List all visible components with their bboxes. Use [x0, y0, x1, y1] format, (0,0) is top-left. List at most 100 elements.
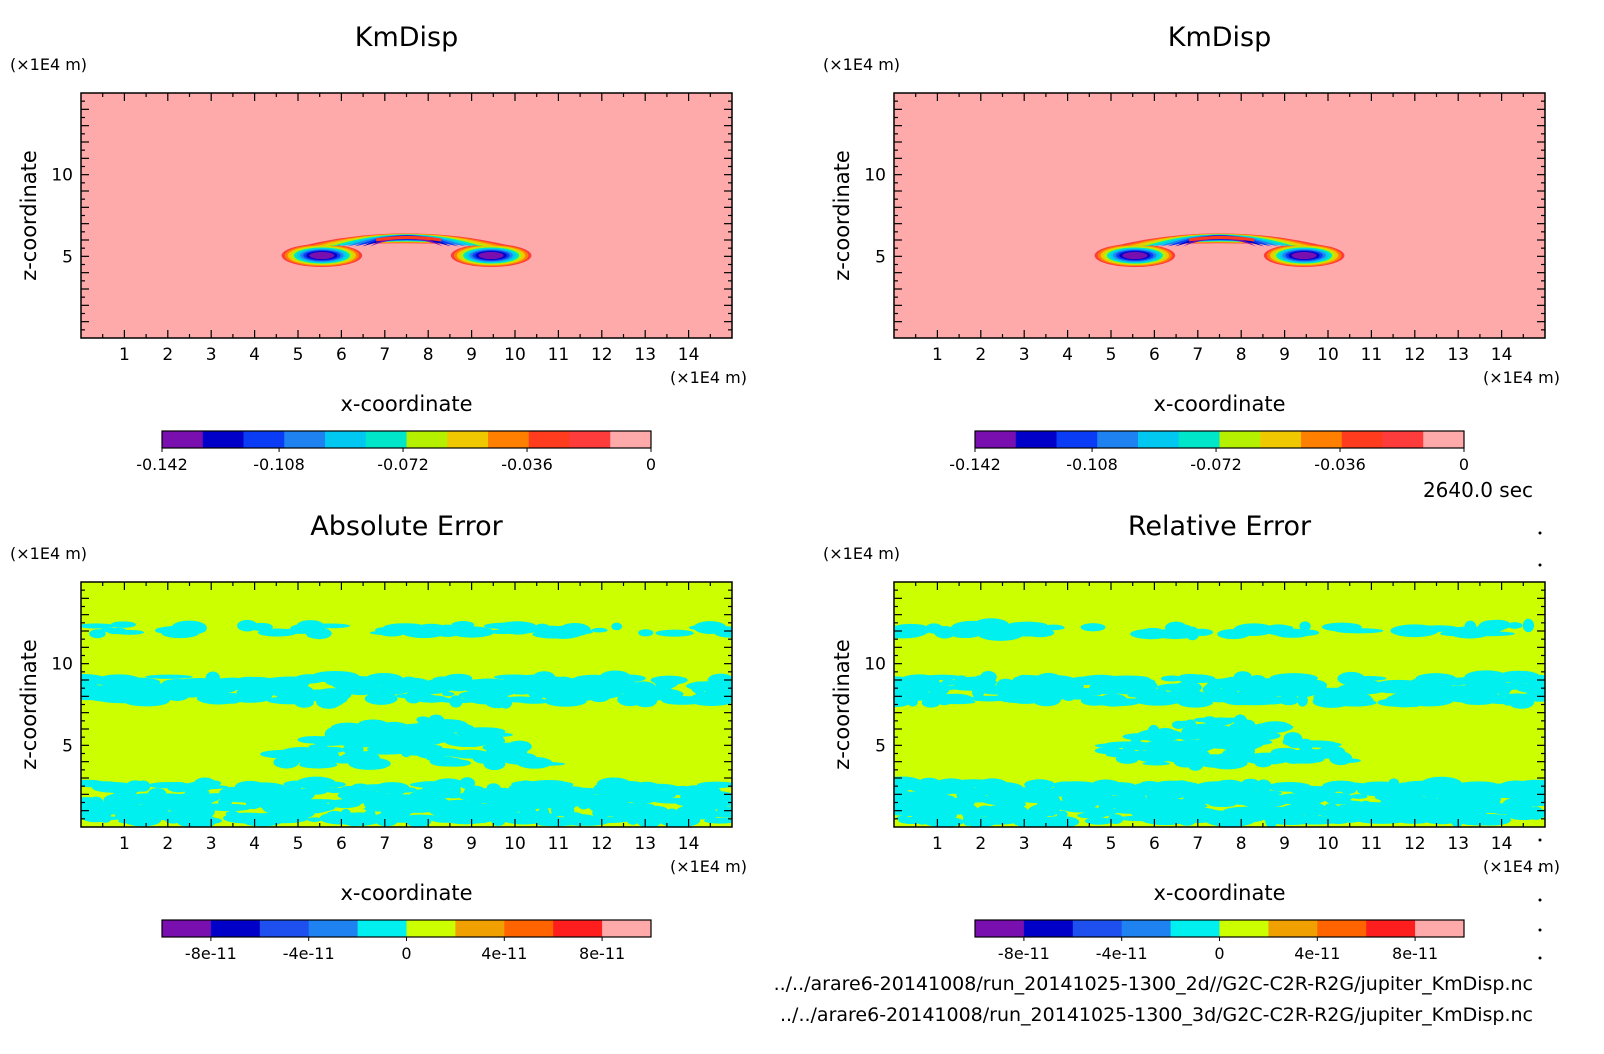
error-patch — [1228, 722, 1254, 735]
error-patch — [85, 801, 109, 809]
error-patch — [894, 811, 932, 816]
colorbar-swatch — [1366, 920, 1416, 937]
error-patch — [1096, 783, 1146, 794]
colorbar-swatch — [455, 920, 505, 937]
error-patch — [258, 689, 298, 694]
y-axis-label: z-coordinate — [830, 150, 854, 281]
error-patch — [1203, 791, 1230, 798]
error-patch — [350, 737, 391, 745]
x-tick-label: 11 — [1361, 345, 1383, 365]
error-patch — [493, 674, 534, 680]
error-patch — [1127, 733, 1154, 740]
x-tick-label: 3 — [206, 345, 217, 365]
error-patch — [329, 730, 354, 737]
error-patch — [1269, 673, 1318, 684]
error-patch — [376, 722, 412, 735]
error-patch — [1519, 798, 1532, 808]
error-patch — [1178, 720, 1196, 726]
colorbar-label: 0 — [1214, 944, 1224, 963]
error-patch — [487, 629, 519, 634]
error-patch — [293, 693, 316, 703]
error-patch — [379, 630, 404, 637]
colorbar-swatch — [162, 431, 204, 448]
error-patch — [490, 685, 509, 693]
colorbar-swatch — [162, 920, 212, 937]
y-tick-label: 5 — [875, 736, 886, 756]
panels: KmDisp(×1E4 m)1 2 3 4 5 6 7 8 9 10 11 12 13 14510(×1E… — [10, 22, 1560, 963]
error-patch — [206, 804, 252, 812]
colorbar-swatch — [357, 920, 407, 937]
error-patch — [1024, 625, 1048, 630]
error-patch — [1386, 688, 1409, 694]
error-patch — [141, 695, 166, 703]
error-patch — [297, 799, 340, 804]
error-patch — [517, 761, 566, 766]
error-patch — [273, 757, 286, 767]
colorbar-swatch — [569, 431, 611, 448]
error-patch — [1369, 804, 1400, 815]
heatmap-field — [894, 93, 1545, 338]
error-patch — [1180, 685, 1202, 691]
error-patch — [1233, 623, 1274, 636]
error-patch — [437, 697, 452, 702]
colorbar-swatch — [259, 920, 310, 937]
error-patch — [585, 683, 611, 689]
error-patch — [1248, 793, 1287, 805]
feature-inner-arc — [375, 236, 442, 242]
error-patch — [1291, 740, 1335, 745]
error-patch — [1240, 778, 1261, 792]
colorbar-swatch — [1423, 431, 1465, 448]
error-patch — [301, 689, 346, 697]
error-patch — [630, 690, 672, 701]
colorbar-label: -0.036 — [501, 455, 553, 474]
x-tick-label: 1 — [932, 345, 943, 365]
error-patch — [285, 810, 298, 819]
error-patch — [363, 749, 407, 755]
feature-left-lobe-level — [1122, 251, 1148, 260]
error-patch — [559, 623, 591, 637]
y-axis-label: z-coordinate — [830, 639, 854, 770]
y-tick-label: 10 — [864, 655, 886, 675]
colorbar-label: -8e-11 — [185, 944, 237, 963]
error-patch — [583, 802, 606, 809]
error-patch — [514, 789, 530, 796]
colorbar-swatch — [975, 920, 1025, 937]
error-patch — [1299, 621, 1311, 632]
error-patch — [963, 622, 998, 632]
error-patch — [896, 815, 910, 821]
error-patch — [700, 800, 732, 806]
error-patch — [1348, 673, 1360, 685]
error-patch — [996, 808, 1021, 815]
error-patch — [1522, 618, 1535, 633]
error-patch — [1090, 795, 1125, 805]
error-patch — [522, 626, 545, 633]
colorbar-label: 0 — [646, 455, 656, 474]
x-tick-label: 14 — [678, 345, 700, 365]
x-tick-label: 3 — [206, 834, 217, 854]
error-patch — [206, 678, 239, 685]
x-tick-label: 11 — [548, 834, 570, 854]
error-patch — [145, 674, 193, 679]
y-unit-label: (×1E4 m) — [10, 55, 87, 74]
error-patch — [81, 623, 115, 629]
error-patch — [977, 685, 1020, 695]
colorbar-swatch — [1097, 431, 1139, 448]
error-patch — [1410, 687, 1432, 695]
error-patch — [611, 793, 639, 803]
error-patch — [655, 629, 694, 637]
error-patch — [1405, 802, 1449, 812]
x-tick-label: 14 — [678, 834, 700, 854]
time-label: 2640.0 sec — [1423, 478, 1533, 502]
colorbar-label: 4e-11 — [1294, 944, 1340, 963]
error-patch — [1061, 690, 1076, 701]
heatmap-field — [81, 582, 732, 827]
error-patch — [1028, 684, 1069, 695]
error-patch — [413, 781, 450, 789]
colorbar-swatch — [1178, 431, 1220, 448]
error-patch — [223, 815, 260, 822]
error-patch — [381, 816, 425, 823]
error-patch — [364, 692, 398, 705]
x-tick-label: 4 — [249, 834, 260, 854]
error-patch — [894, 790, 916, 801]
